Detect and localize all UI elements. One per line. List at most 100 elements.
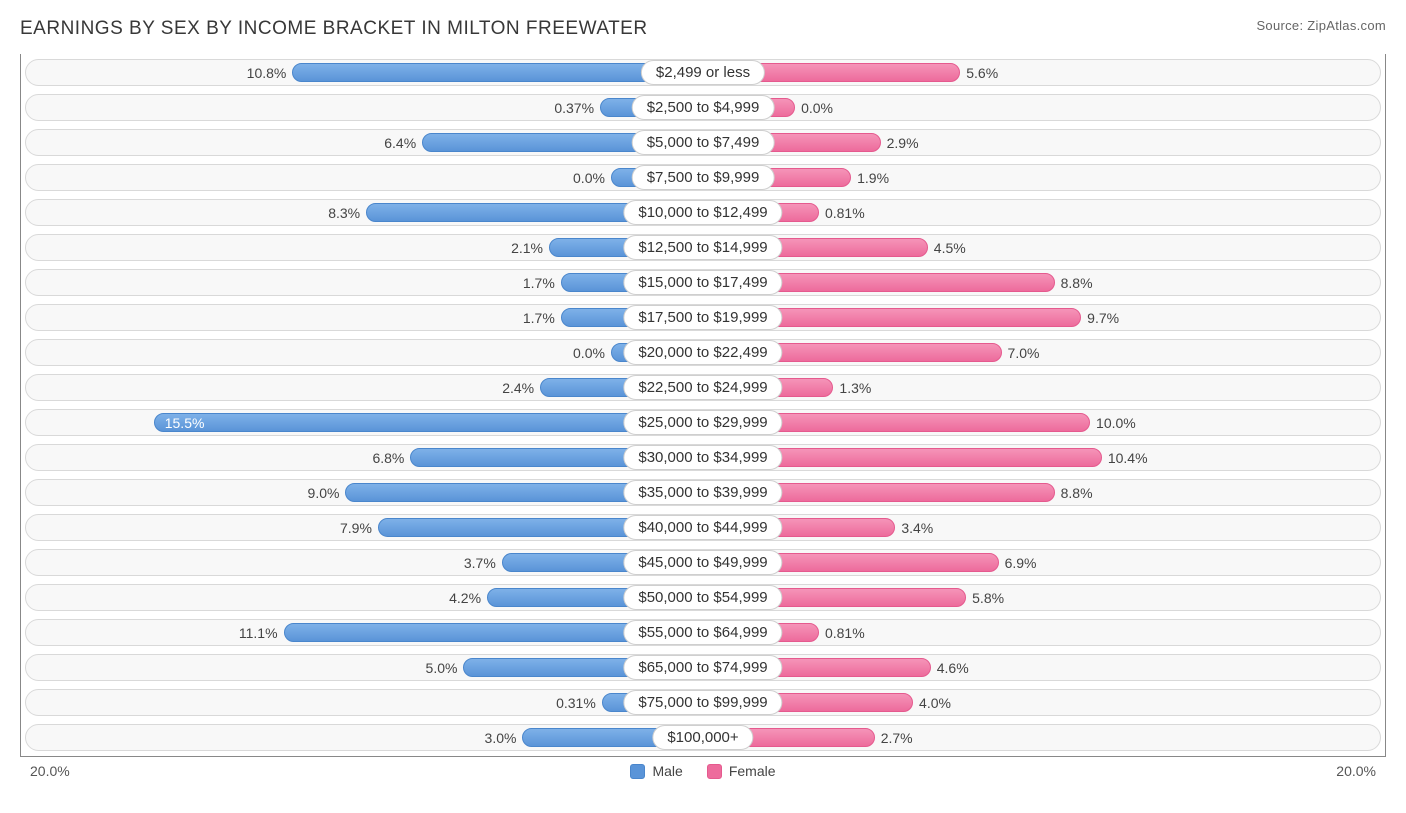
bracket-label: $35,000 to $39,999 <box>623 480 782 505</box>
bracket-label: $5,000 to $7,499 <box>632 130 775 155</box>
male-pct-label: 8.3% <box>322 205 366 221</box>
chart-row: 0.37% 0.0% $2,500 to $4,999 <box>21 91 1385 124</box>
chart-row: 2.4%1.3%$22,500 to $24,999 <box>21 371 1385 404</box>
chart-row: 5.0% 4.6% $65,000 to $74,999 <box>21 651 1385 684</box>
male-half: 0.0% <box>21 161 703 194</box>
male-half: 2.4% <box>21 371 703 404</box>
male-pct-label: 6.8% <box>366 450 410 466</box>
male-pct-label: 1.7% <box>517 275 561 291</box>
chart-header: EARNINGS BY SEX BY INCOME BRACKET IN MIL… <box>20 18 1386 40</box>
male-half: 3.7% <box>21 546 703 579</box>
female-pct-label: 8.8% <box>1055 485 1099 501</box>
female-pct-label: 6.9% <box>999 555 1043 571</box>
male-pct-label: 0.37% <box>548 100 600 116</box>
male-pct-label: 11.1% <box>233 625 284 641</box>
axis-max-right: 20.0% <box>1336 763 1376 779</box>
legend-label-female: Female <box>729 763 776 779</box>
male-pct-label: 0.31% <box>550 695 602 711</box>
female-half: 4.0% <box>703 686 1385 719</box>
chart-row: 3.7%6.9%$45,000 to $49,999 <box>21 546 1385 579</box>
bracket-label: $75,000 to $99,999 <box>623 690 782 715</box>
chart-row: 1.7% 8.8% $15,000 to $17,499 <box>21 266 1385 299</box>
bracket-label: $7,500 to $9,999 <box>632 165 775 190</box>
chart-row: 2.1%4.5%$12,500 to $14,999 <box>21 231 1385 264</box>
bracket-label: $17,500 to $19,999 <box>623 305 782 330</box>
male-pct-label: 15.5% <box>155 415 215 431</box>
chart-row: 3.0%2.7%$100,000+ <box>21 721 1385 754</box>
male-half: 4.2% <box>21 581 703 614</box>
female-pct-label: 5.8% <box>966 590 1010 606</box>
male-pct-label: 1.7% <box>517 310 561 326</box>
female-half: 6.9% <box>703 546 1385 579</box>
chart-row: 6.4%2.9%$5,000 to $7,499 <box>21 126 1385 159</box>
legend-swatch-female <box>707 764 722 779</box>
bracket-label: $20,000 to $22,499 <box>623 340 782 365</box>
female-pct-label: 7.0% <box>1002 345 1046 361</box>
bracket-label: $25,000 to $29,999 <box>623 410 782 435</box>
legend-label-male: Male <box>652 763 682 779</box>
chart-row: 0.31% 4.0% $75,000 to $99,999 <box>21 686 1385 719</box>
female-half: 8.8% <box>703 476 1385 509</box>
male-pct-label: 0.0% <box>567 170 611 186</box>
bracket-label: $10,000 to $12,499 <box>623 200 782 225</box>
male-half: 5.0% <box>21 651 703 684</box>
chart-area: 10.8%5.6%$2,499 or less0.37%0.0%$2,500 t… <box>20 54 1386 757</box>
legend-item-female: Female <box>707 763 776 779</box>
male-half: 1.7% <box>21 266 703 299</box>
female-pct-label: 0.0% <box>795 100 839 116</box>
female-pct-label: 4.0% <box>913 695 957 711</box>
chart-row: 1.7% 9.7%$17,500 to $19,999 <box>21 301 1385 334</box>
chart-row: 0.0% 1.9%$7,500 to $9,999 <box>21 161 1385 194</box>
bracket-label: $22,500 to $24,999 <box>623 375 782 400</box>
female-half: 2.7% <box>703 721 1385 754</box>
female-half: 0.81% <box>703 196 1385 229</box>
male-pct-label: 10.8% <box>241 65 293 81</box>
female-pct-label: 8.8% <box>1055 275 1099 291</box>
bracket-label: $12,500 to $14,999 <box>623 235 782 260</box>
female-pct-label: 5.6% <box>960 65 1004 81</box>
female-half: 1.3% <box>703 371 1385 404</box>
male-half: 11.1% <box>21 616 703 649</box>
female-pct-label: 4.6% <box>931 660 975 676</box>
chart-source: Source: ZipAtlas.com <box>1256 18 1386 33</box>
female-half: 3.4% <box>703 511 1385 544</box>
bracket-label: $55,000 to $64,999 <box>623 620 782 645</box>
bracket-label: $65,000 to $74,999 <box>623 655 782 680</box>
female-half: 10.4% <box>703 441 1385 474</box>
chart-row: 6.8%10.4%$30,000 to $34,999 <box>21 441 1385 474</box>
female-half: 1.9% <box>703 161 1385 194</box>
female-pct-label: 3.4% <box>895 520 939 536</box>
female-pct-label: 10.0% <box>1090 415 1142 431</box>
female-half: 4.6% <box>703 651 1385 684</box>
chart-row: 9.0%8.8%$35,000 to $39,999 <box>21 476 1385 509</box>
chart-row: 10.8%5.6%$2,499 or less <box>21 56 1385 89</box>
male-pct-label: 4.2% <box>443 590 487 606</box>
legend-swatch-male <box>630 764 645 779</box>
female-half: 0.0% <box>703 91 1385 124</box>
male-pct-label: 2.1% <box>505 240 549 256</box>
chart-row: 15.5% 10.0% $25,000 to $29,999 <box>21 406 1385 439</box>
female-half: 10.0% <box>703 406 1385 439</box>
male-half: 6.8% <box>21 441 703 474</box>
female-pct-label: 10.4% <box>1102 450 1154 466</box>
chart-row: 0.0%7.0%$20,000 to $22,499 <box>21 336 1385 369</box>
female-pct-label: 0.81% <box>819 205 871 221</box>
legend-item-male: Male <box>630 763 682 779</box>
male-pct-label: 6.4% <box>378 135 422 151</box>
female-half: 5.8% <box>703 581 1385 614</box>
bracket-label: $15,000 to $17,499 <box>623 270 782 295</box>
female-half: 9.7% <box>703 301 1385 334</box>
chart-footer: 20.0% Male Female 20.0% <box>20 763 1386 779</box>
male-half: 6.4% <box>21 126 703 159</box>
bracket-label: $2,500 to $4,999 <box>632 95 775 120</box>
male-half: 10.8% <box>21 56 703 89</box>
legend: Male Female <box>630 763 775 779</box>
female-half: 5.6% <box>703 56 1385 89</box>
male-half: 15.5% <box>21 406 703 439</box>
chart-row: 11.1% 0.81%$55,000 to $64,999 <box>21 616 1385 649</box>
female-half: 0.81% <box>703 616 1385 649</box>
male-half: 0.37% <box>21 91 703 124</box>
male-pct-label: 7.9% <box>334 520 378 536</box>
male-half: 7.9% <box>21 511 703 544</box>
male-pct-label: 3.7% <box>458 555 502 571</box>
